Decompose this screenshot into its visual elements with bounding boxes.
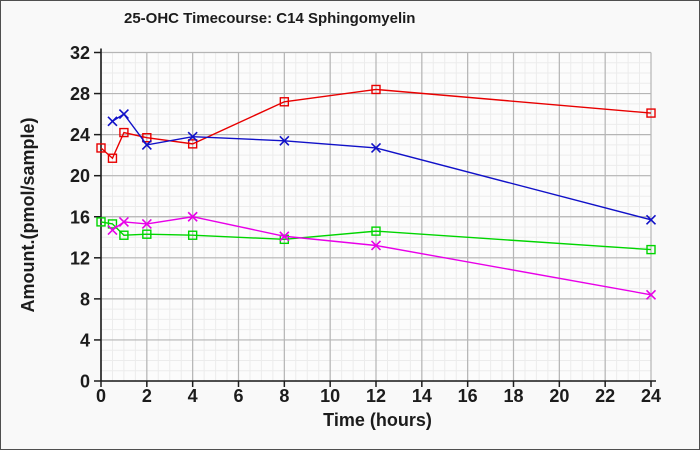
x-tick-label: 10: [320, 386, 340, 406]
y-tick-label: 24: [70, 125, 90, 145]
series-magenta-x-marker: [141, 218, 152, 230]
series-red-squares-marker: [107, 153, 118, 163]
series-blue-x-marker: [279, 135, 290, 146]
series-green-squares-marker: [107, 219, 118, 229]
series-green-squares-marker: [96, 217, 106, 227]
series-magenta-x-marker: [187, 211, 198, 222]
series-red-squares-marker: [142, 133, 152, 143]
y-tick-label: 20: [70, 166, 90, 186]
x-tick-label: 8: [279, 386, 289, 406]
chart-title: 25-OHC Timecourse: C14 Sphingomyelin: [124, 10, 416, 27]
series-red-squares-marker: [187, 139, 198, 149]
series-blue-x-marker: [187, 131, 198, 142]
series-red-squares-marker: [371, 84, 381, 95]
y-tick-label: 28: [70, 84, 90, 104]
x-tick-label: 6: [233, 386, 243, 406]
y-tick-label: 12: [70, 248, 90, 268]
y-tick-label: 16: [70, 207, 90, 227]
series-red-squares-marker: [646, 108, 656, 118]
y-tick-label: 0: [80, 372, 90, 392]
series-magenta-x-marker: [118, 216, 129, 227]
x-tick-label: 12: [366, 386, 386, 406]
series-green-squares-marker: [187, 230, 198, 240]
x-tick-label: 16: [458, 386, 478, 406]
y-tick-label: 32: [70, 43, 90, 63]
series-blue-x-marker: [141, 139, 152, 150]
series-blue-x-marker: [645, 214, 657, 225]
x-tick-label: 0: [96, 386, 106, 406]
series-green-squares-line: [100, 221, 652, 251]
series-green-squares-marker: [119, 230, 129, 240]
series-green-squares-marker: [646, 244, 656, 255]
series-magenta-x-marker: [370, 240, 382, 251]
series-red-squares-marker: [96, 143, 106, 153]
x-tick-label: 20: [549, 386, 569, 406]
series-blue-x-marker: [118, 109, 129, 120]
series-red-squares-marker: [119, 127, 129, 138]
x-tick-label: 18: [503, 386, 523, 406]
x-tick-label: 14: [412, 386, 432, 406]
x-axis-label: Time (hours): [323, 410, 432, 430]
x-tick-label: 2: [142, 386, 152, 406]
series-magenta-x-marker: [645, 289, 657, 300]
x-tick-label: 22: [595, 386, 615, 406]
series-blue-x-marker: [107, 116, 118, 127]
x-tick-label: 24: [641, 386, 661, 406]
y-tick-label: 8: [80, 289, 90, 309]
series-blue-x-marker: [370, 142, 382, 154]
series-magenta-x-marker: [107, 225, 118, 236]
series-green-squares-marker: [142, 229, 152, 239]
x-tick-label: 4: [188, 386, 198, 406]
y-tick-label: 4: [80, 330, 90, 350]
y-axis-label: Amount.(pmol/sample): [18, 117, 38, 313]
series-magenta-x-marker: [279, 231, 290, 242]
series-green-squares-marker: [371, 226, 381, 236]
series-red-squares-marker: [279, 97, 290, 107]
